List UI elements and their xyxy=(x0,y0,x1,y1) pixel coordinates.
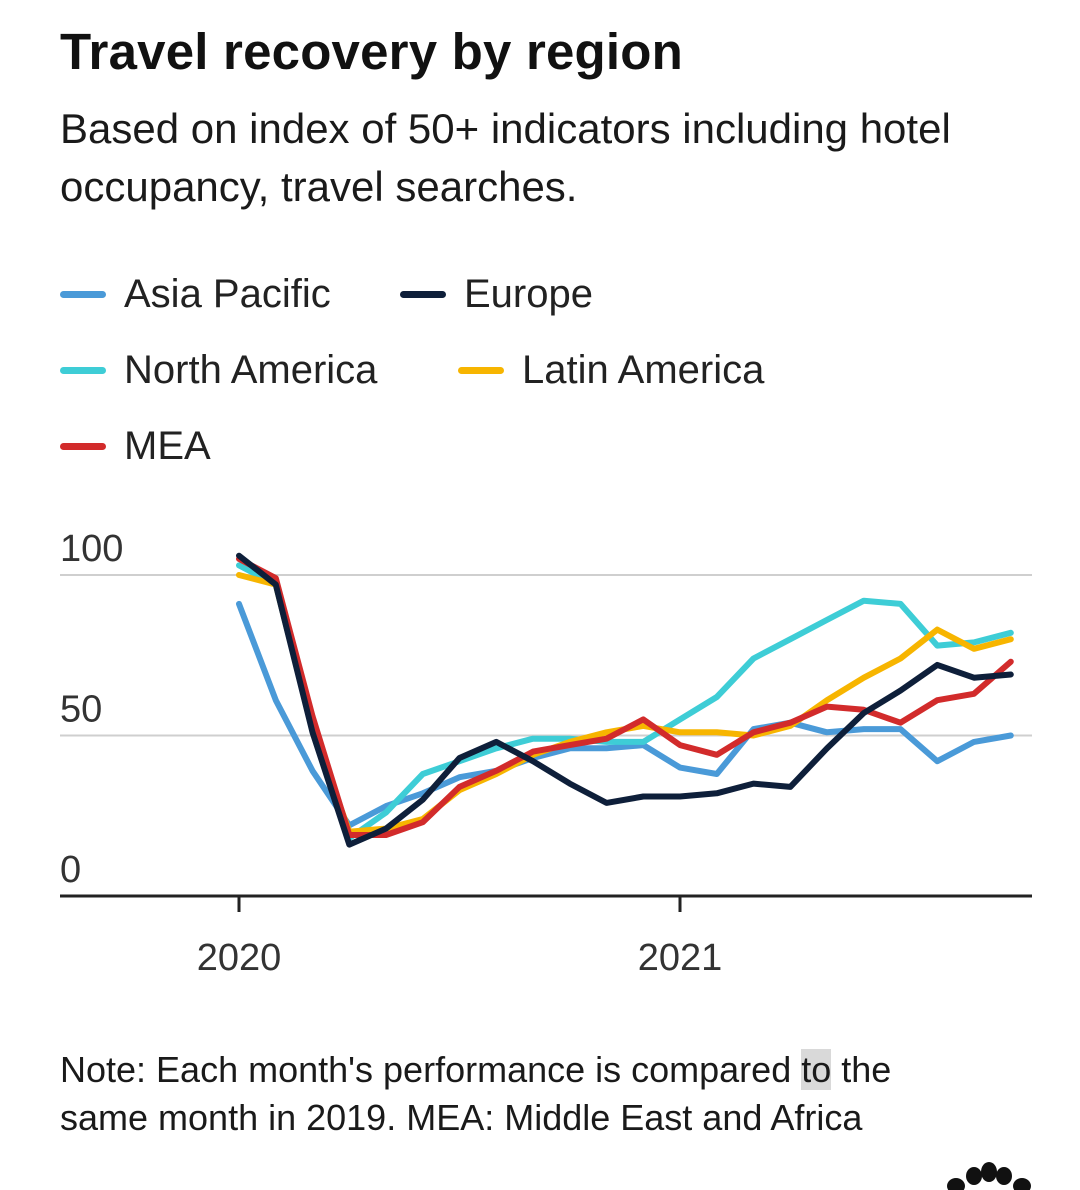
peacock-logo-icon xyxy=(947,1162,1031,1190)
gridlines xyxy=(60,574,1032,737)
x-tick-label-2021: 2021 xyxy=(638,937,723,979)
legend-swatch-north-america xyxy=(60,366,106,374)
x-tick-label-2020: 2020 xyxy=(197,937,282,979)
legend-swatch-europe xyxy=(400,290,446,298)
legend-item-mea: MEA xyxy=(60,418,211,474)
y-tick-label-100: 100 xyxy=(60,528,123,570)
footnote: Note: Each month's performance is compar… xyxy=(60,1046,960,1142)
legend-item-asia-pacific: Asia Pacific xyxy=(60,266,331,322)
series-line-asia-pacific xyxy=(236,600,1014,829)
chart-subtitle: Based on index of 50+ indicators includi… xyxy=(60,105,951,210)
legend-label-europe: Europe xyxy=(464,271,593,316)
footnote-highlighted-word: to xyxy=(801,1049,832,1090)
y-axis-tick-labels: 0 50 100 xyxy=(60,528,123,891)
footnote-text-end: the same month in 2019. MEA: Middle East… xyxy=(60,1049,892,1138)
chart-title: Travel recovery by region xyxy=(60,23,683,80)
series-lines xyxy=(236,552,1014,848)
y-tick-label-0: 0 xyxy=(60,849,81,891)
legend-swatch-asia-pacific xyxy=(60,290,106,298)
line-chart: 0 50 100 2020 2021 xyxy=(60,528,1032,979)
series-line-europe xyxy=(236,552,1014,848)
legend-item-north-america: North America xyxy=(60,342,377,398)
legend-label-latin-america: Latin America xyxy=(522,347,765,392)
legend-label-asia-pacific: Asia Pacific xyxy=(124,271,331,316)
footnote-text-start: Note: Each month's performance is compar… xyxy=(60,1049,802,1090)
series-line-latin-america xyxy=(236,572,1014,835)
legend-item-europe: Europe xyxy=(400,266,593,322)
x-axis: 2020 2021 xyxy=(60,894,1032,979)
legend-swatch-latin-america xyxy=(458,366,504,374)
legend-label-north-america: North America xyxy=(124,347,378,392)
legend-label-mea: MEA xyxy=(124,423,211,468)
legend-swatch-mea xyxy=(60,442,106,450)
legend-item-latin-america: Latin America xyxy=(458,342,764,398)
series-line-north-america xyxy=(236,562,1014,842)
y-tick-label-50: 50 xyxy=(60,689,102,731)
